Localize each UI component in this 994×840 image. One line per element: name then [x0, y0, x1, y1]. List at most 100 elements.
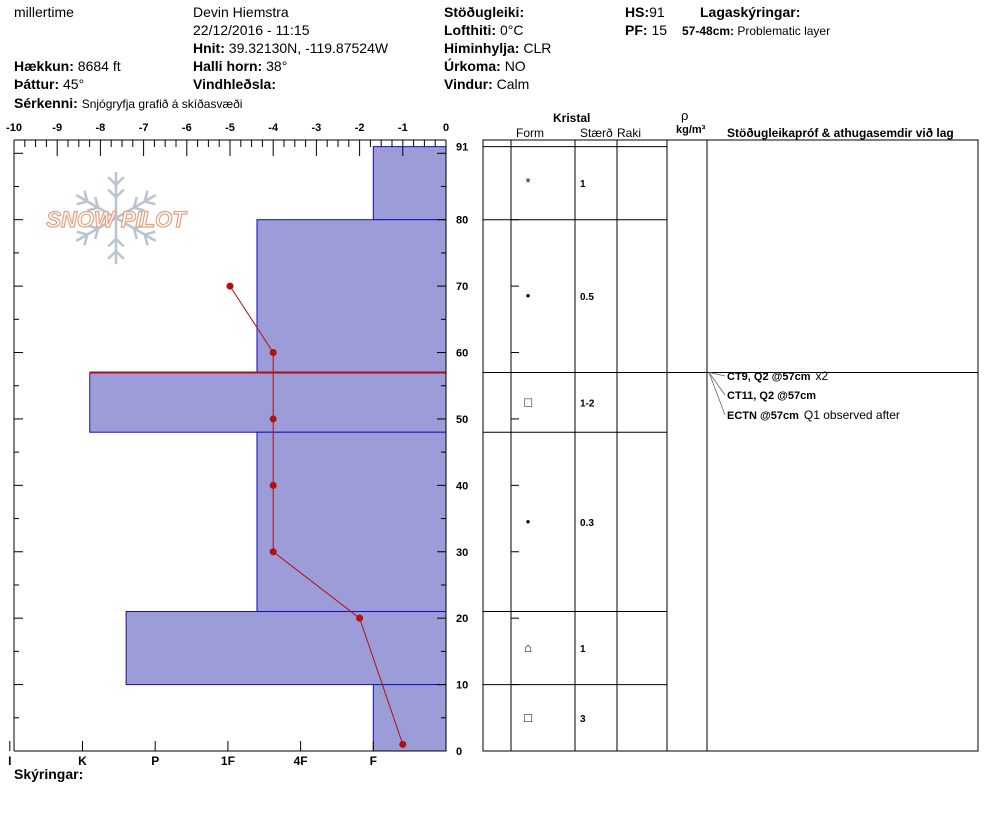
temp-tick-label: -3	[312, 122, 322, 134]
observation-datetime: 22/12/2016 - 11:15	[193, 22, 310, 38]
hardness-tick-label: I	[8, 754, 11, 768]
air-temp-label: Lofthiti:	[444, 22, 497, 38]
problem-layer-note: 57-48cm: Problematic layer	[682, 24, 830, 38]
test-note-2: Q1 observed after	[804, 408, 900, 422]
features-label: Sérkenni:	[14, 95, 78, 111]
foot-pen-label: PF:	[625, 22, 648, 38]
snow-height-value: 91	[649, 4, 665, 20]
layer-size-5: 3	[580, 714, 586, 725]
temperature-point-4	[269, 548, 277, 556]
slope-value: 38°	[266, 58, 288, 74]
features-row: Sérkenni: Snjógryfja grafið á skíðasvæði	[14, 95, 242, 111]
hardness-tick-label: F	[370, 754, 377, 768]
temp-tick-label: -2	[355, 122, 365, 134]
height-tick-label: 50	[456, 414, 468, 426]
foot-pen-value: 15	[651, 22, 668, 38]
density-unit: kg/m³	[676, 124, 706, 136]
hardness-bar-1	[256, 219, 447, 373]
hardness-tick-label: 1F	[221, 754, 235, 768]
test-entry-1: CT11, Q2 @57cm	[727, 390, 816, 402]
test-leader-2	[708, 372, 726, 416]
sky-cover-label: Himinhylja:	[444, 40, 520, 56]
slope-row: Halli horn: 38°	[193, 58, 287, 74]
layer-size-0: 1	[580, 179, 586, 190]
form-header: Form	[516, 126, 544, 140]
temp-tick-label: -1	[398, 122, 408, 134]
test-label-1: CT11, Q2 @57cm	[727, 390, 816, 402]
height-tick-label: 10	[456, 680, 468, 692]
temperature-point-3	[269, 481, 277, 489]
elevation-label: Hækkun:	[14, 58, 74, 74]
height-tick-label: 40	[456, 480, 468, 492]
aspect-value: 45°	[63, 76, 85, 92]
wind-label: Vindur:	[444, 76, 493, 92]
observer-name: Devin Hiemstra	[193, 4, 289, 20]
layer-size-4: 1	[580, 644, 586, 655]
temperature-point-2	[269, 415, 277, 423]
test-entry-0: CT9, Q2 @57cm x2	[727, 369, 828, 383]
air-temp-value: 0°C	[499, 22, 524, 38]
precip-value: NO	[504, 58, 526, 74]
layer-size-1: 0.5	[580, 292, 594, 303]
hardness-bar-4	[125, 611, 447, 686]
layer-notes-label: Lagaskýringar:	[700, 4, 801, 20]
elevation-value: 8684 ft	[77, 58, 121, 74]
height-tick-label: 91	[456, 142, 468, 154]
layer-table-frame	[482, 139, 979, 752]
snowflake-icon	[75, 172, 157, 264]
sky-cover-row: Himinhylja: CLR	[444, 40, 551, 56]
coordinates-row: Hnit: 39.32130N, -119.87524W	[193, 40, 388, 56]
layer-form-3: •	[526, 514, 531, 529]
wind-value: Calm	[496, 76, 530, 92]
temp-tick-label: -8	[96, 122, 106, 134]
height-tick-label: 0	[456, 746, 462, 758]
layer-form-5: □	[524, 710, 532, 725]
username: millertime	[14, 4, 74, 20]
height-tick-label: 20	[456, 613, 468, 625]
precip-label: Úrkoma:	[444, 58, 501, 74]
temp-tick-label: -6	[182, 122, 192, 134]
layer-size-3: 0.3	[580, 518, 594, 529]
density-symbol: ρ	[681, 108, 689, 123]
hardness-tick-label: K	[78, 754, 87, 768]
size-header: Stærð	[580, 126, 613, 140]
snowpilot-logo: SNOW PILOT	[46, 172, 188, 264]
problem-layer-text: Problematic layer	[737, 24, 831, 38]
test-entry-2: ECTN @57cm Q1 observed after	[727, 408, 900, 422]
air-temp-row: Lofthiti: 0°C	[444, 22, 523, 38]
coordinates-value: 39.32130N, -119.87524W	[228, 40, 389, 56]
layer-form-1: •	[526, 288, 531, 303]
remarks-label: Skýringar:	[14, 766, 84, 782]
test-leader-0	[708, 372, 726, 377]
test-label-2: ECTN @57cm	[727, 410, 799, 422]
aspect-label: Þáttur:	[14, 76, 60, 92]
test-label-0: CT9, Q2 @57cm	[727, 371, 811, 383]
crystal-header: Kristal	[553, 111, 591, 125]
height-tick-label: 60	[456, 348, 468, 360]
height-tick-label: 70	[456, 281, 468, 293]
logo-text: SNOW PILOT	[46, 207, 187, 232]
moisture-header: Raki	[617, 126, 642, 140]
temp-tick-label: -10	[6, 122, 22, 134]
temp-tick-label: -4	[268, 122, 279, 134]
aspect-row: Þáttur: 45°	[14, 76, 84, 92]
problem-layer-range: 57-48cm:	[682, 24, 735, 38]
wind-row: Vindur: Calm	[444, 76, 529, 92]
wind-loading-label: Vindhleðsla:	[193, 76, 276, 92]
hardness-bar-2	[89, 371, 447, 433]
layer-size-2: 1-2	[580, 398, 595, 409]
layer-form-2: □	[524, 394, 532, 409]
features-value: Snjógryfja grafið á skíðasvæði	[81, 97, 243, 111]
sky-cover-value: CLR	[523, 40, 552, 56]
temp-tick-label: -7	[139, 122, 149, 134]
snow-height-label: HS:	[625, 4, 650, 20]
layer-form-0: *	[525, 175, 530, 190]
precip-row: Úrkoma: NO	[444, 58, 526, 74]
foot-pen-row: PF: 15	[625, 22, 667, 38]
slope-label: Halli horn:	[193, 58, 263, 74]
hardness-bar-3	[256, 431, 447, 613]
layer-form-4: ⌂	[524, 640, 532, 655]
temperature-point-5	[356, 614, 364, 622]
temperature-point-0	[226, 282, 234, 290]
temperature-point-6	[399, 740, 407, 748]
